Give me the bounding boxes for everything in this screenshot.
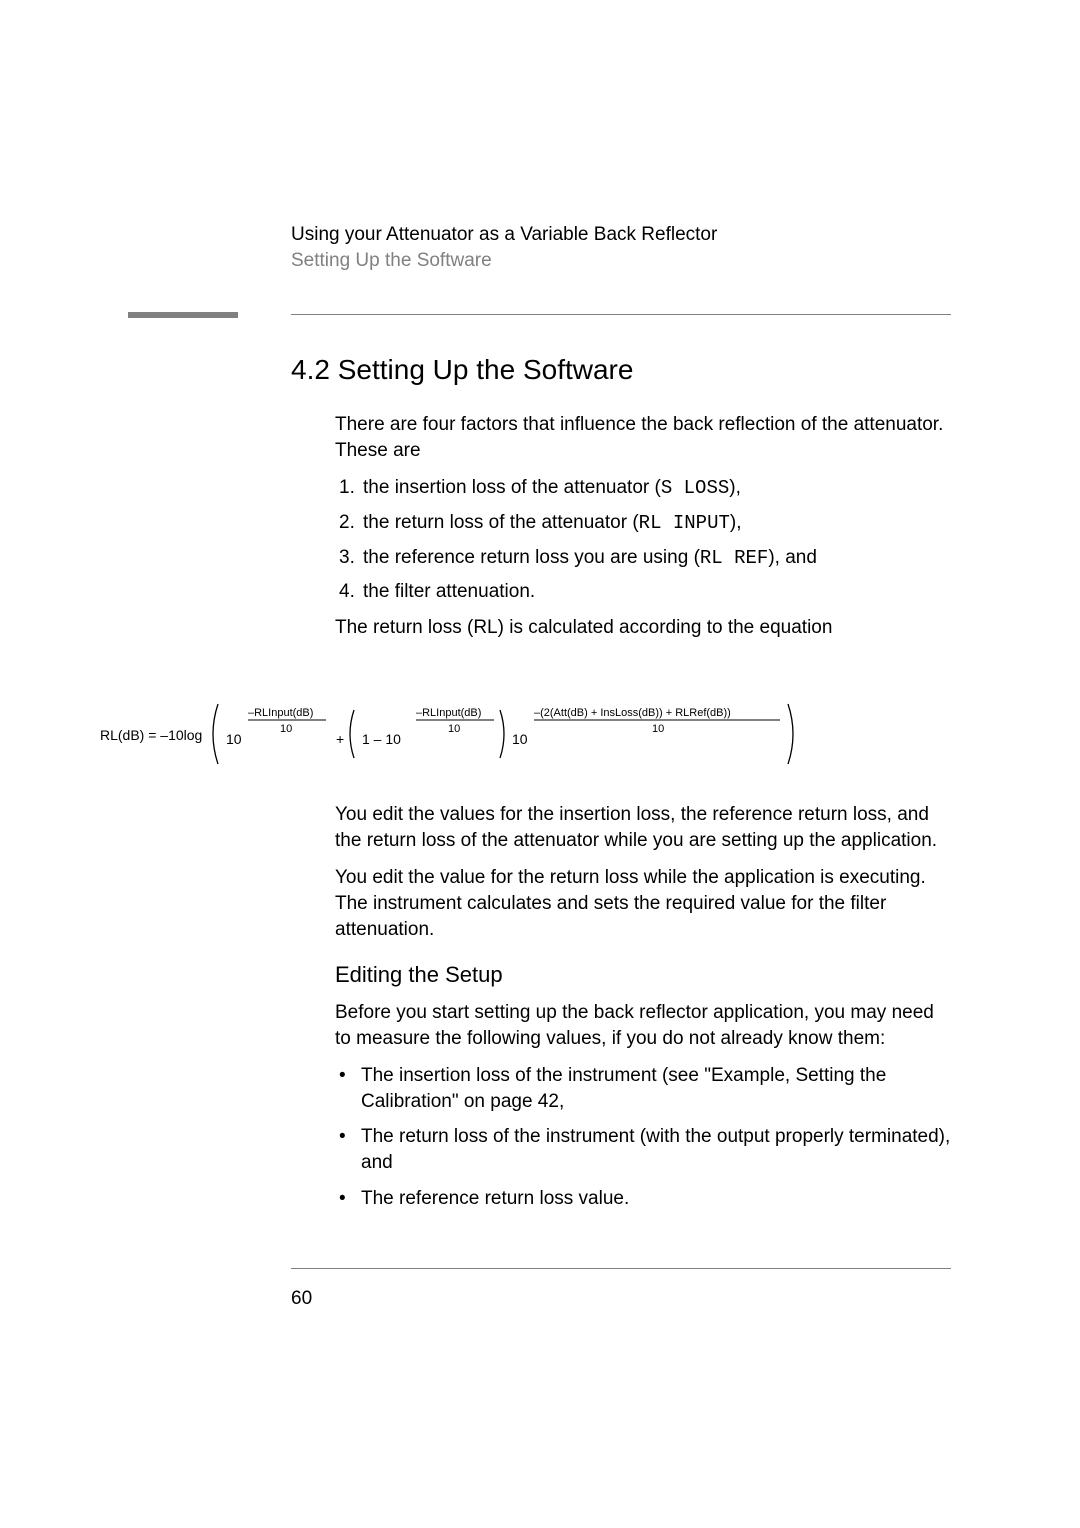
paren-icon bbox=[213, 704, 218, 764]
subsection-heading: Editing the Setup bbox=[335, 960, 951, 990]
list-text-post: ), and bbox=[768, 547, 817, 568]
intro-paragraph: There are four factors that influence th… bbox=[335, 412, 951, 463]
list-item: 4. the filter attenuation. bbox=[339, 579, 951, 605]
list-item: • The reference return loss value. bbox=[339, 1186, 951, 1212]
monospace-code: S LOSS bbox=[661, 477, 729, 499]
list-text: the return loss of the attenuator (RL IN… bbox=[363, 510, 742, 537]
list-text-pre: the reference return loss you are using … bbox=[363, 547, 700, 568]
section-heading: 4.2 Setting Up the Software bbox=[291, 354, 633, 386]
footer-rule bbox=[291, 1268, 951, 1269]
section-number: 4.2 bbox=[291, 354, 330, 385]
equation-svg: RL(dB) = –10log 10 –RLInput(dB) 10 + 1 –… bbox=[100, 692, 1000, 776]
section-title-text: Setting Up the Software bbox=[338, 354, 634, 385]
header-accent-bar bbox=[128, 312, 238, 318]
list-text: the reference return loss you are using … bbox=[363, 545, 817, 572]
header-subtitle: Setting Up the Software bbox=[291, 250, 951, 272]
paren-icon bbox=[788, 704, 793, 764]
paragraph: You edit the values for the insertion lo… bbox=[335, 802, 951, 853]
list-item: • The insertion loss of the instrument (… bbox=[339, 1063, 951, 1114]
eq-exp2-den: 10 bbox=[448, 723, 460, 735]
list-text-post: ), bbox=[730, 512, 742, 533]
list-number: 3. bbox=[339, 545, 363, 572]
bullet-icon: • bbox=[339, 1186, 361, 1212]
paragraph: You edit the value for the return loss w… bbox=[335, 865, 951, 942]
list-item: 2. the return loss of the attenuator (RL… bbox=[339, 510, 951, 537]
eq-exp3-den: 10 bbox=[652, 723, 664, 735]
header-title: Using your Attenuator as a Variable Back… bbox=[291, 224, 951, 246]
body-block-1: There are four factors that influence th… bbox=[335, 412, 951, 652]
eq-exp1-num: –RLInput(dB) bbox=[248, 707, 313, 719]
eq-one-minus: 1 – 10 bbox=[362, 731, 401, 747]
list-text: the filter attenuation. bbox=[363, 579, 535, 605]
paren-icon bbox=[350, 710, 354, 758]
eq-exp2-num: –RLInput(dB) bbox=[416, 707, 481, 719]
list-text: The reference return loss value. bbox=[361, 1186, 629, 1212]
eq-base-2: 10 bbox=[512, 731, 528, 747]
eq-exp1-den: 10 bbox=[280, 723, 292, 735]
page-number: 60 bbox=[291, 1288, 312, 1310]
body-block-2: You edit the values for the insertion lo… bbox=[335, 802, 951, 1221]
paragraph: Before you start setting up the back ref… bbox=[335, 1000, 951, 1051]
list-item: • The return loss of the instrument (wit… bbox=[339, 1124, 951, 1175]
eq-plus: + bbox=[336, 731, 344, 747]
list-text-pre: the return loss of the attenuator ( bbox=[363, 512, 639, 533]
page: Using your Attenuator as a Variable Back… bbox=[0, 0, 1080, 1528]
eq-exp3-num: –(2(Att(dB) + InsLoss(dB)) + RLRef(dB)) bbox=[534, 707, 731, 719]
list-number: 2. bbox=[339, 510, 363, 537]
list-number: 1. bbox=[339, 475, 363, 502]
list-item: 3. the reference return loss you are usi… bbox=[339, 545, 951, 572]
list-text-pre: the insertion loss of the attenuator ( bbox=[363, 477, 661, 498]
list-text: The return loss of the instrument (with … bbox=[361, 1124, 951, 1175]
list-item: 1. the insertion loss of the attenuator … bbox=[339, 475, 951, 502]
list-number: 4. bbox=[339, 579, 363, 605]
list-text: The insertion loss of the instrument (se… bbox=[361, 1063, 951, 1114]
list-text: the insertion loss of the attenuator (S … bbox=[363, 475, 741, 502]
paren-icon bbox=[500, 710, 504, 758]
eq-base: 10 bbox=[226, 731, 242, 747]
numbered-list: 1. the insertion loss of the attenuator … bbox=[339, 475, 951, 605]
bullet-icon: • bbox=[339, 1063, 361, 1114]
equation-intro: The return loss (RL) is calculated accor… bbox=[335, 615, 951, 641]
bullet-list: • The insertion loss of the instrument (… bbox=[339, 1063, 951, 1211]
list-text-post: ), bbox=[729, 477, 741, 498]
eq-lhs: RL(dB) = –10log bbox=[100, 727, 202, 743]
running-header: Using your Attenuator as a Variable Back… bbox=[291, 224, 951, 272]
monospace-code: RL INPUT bbox=[639, 512, 730, 534]
equation: RL(dB) = –10log 10 –RLInput(dB) 10 + 1 –… bbox=[100, 692, 1000, 776]
header-rule bbox=[291, 314, 951, 315]
monospace-code: RL REF bbox=[700, 547, 768, 569]
bullet-icon: • bbox=[339, 1124, 361, 1175]
